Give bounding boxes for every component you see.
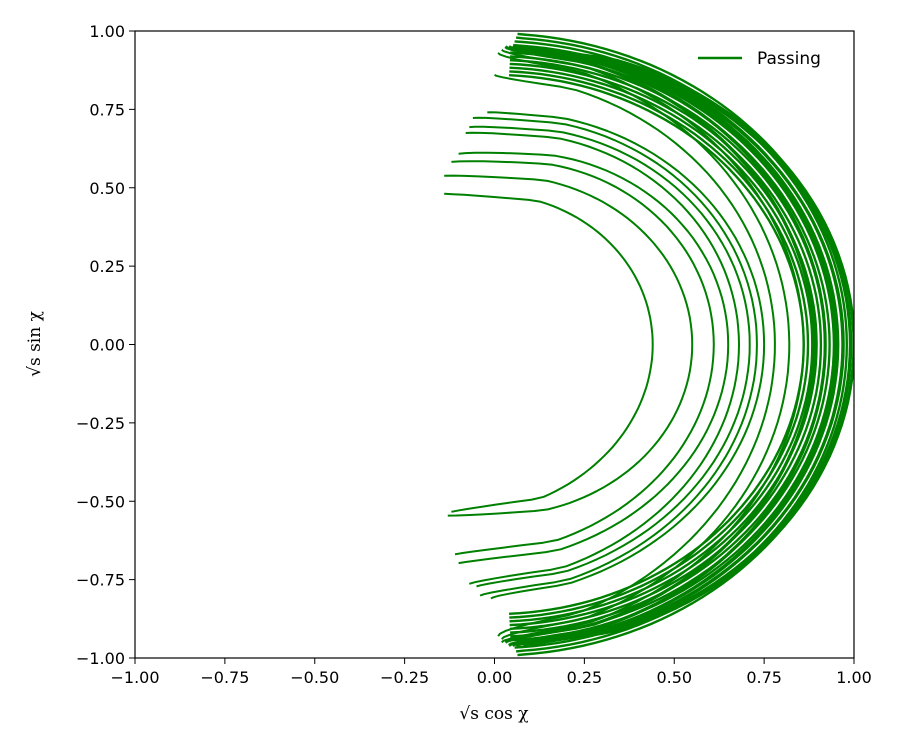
svg-text:Passing: Passing	[757, 49, 821, 69]
series-passing-outer-orbit	[509, 59, 823, 630]
y-tick-label: −0.25	[76, 414, 125, 433]
svg-text:√s sin χ: √s sin χ	[25, 311, 45, 377]
y-axis: −1.00 −0.75 −0.50 −0.25 0.00 0.25 0.50 0.75 1.00	[76, 22, 135, 668]
series-passing-outer-orbit	[509, 66, 814, 623]
y-tick-label: 0.75	[89, 100, 125, 119]
y-tick-label: 1.00	[89, 22, 125, 41]
legend-label-passing: Passing	[757, 49, 821, 69]
x-tick-label: −1.00	[110, 668, 159, 687]
x-tick-label: −0.75	[200, 668, 249, 687]
series-passing-outer-orbit	[509, 62, 818, 627]
series-passing-loop	[465, 131, 740, 585]
svg-text:√s cos χ: √s cos χ	[459, 704, 528, 724]
x-tick-label: −0.25	[380, 668, 429, 687]
series-passing-loop	[469, 125, 751, 588]
x-tick-label: 0.75	[746, 668, 782, 687]
series-passing-loop	[494, 73, 776, 637]
y-tick-label: 0.25	[89, 257, 125, 276]
y-tick-label: 0.50	[89, 179, 125, 198]
x-axis: −1.00 −0.75 −0.50 −0.25 0.00 0.25 0.50 0.75 1.00	[110, 658, 872, 687]
series-passing-loop	[487, 111, 766, 600]
x-tick-label: 0.25	[567, 668, 603, 687]
x-tick-label: 0.50	[656, 668, 692, 687]
y-tick-label: −0.50	[76, 492, 125, 511]
y-tick-label: −1.00	[76, 649, 125, 668]
x-tick-label: 1.00	[836, 668, 872, 687]
series-passing-outer-orbit	[513, 43, 840, 646]
series-passing-loop	[515, 45, 845, 647]
x-axis-label-text: √s cos χ	[459, 704, 528, 724]
series-passing-outer-orbit	[510, 55, 827, 634]
series-passing-loop	[458, 151, 730, 565]
y-axis-label: √s sin χ	[25, 311, 45, 377]
y-tick-label: −0.75	[76, 571, 125, 590]
series-passing-outer-orbit	[509, 74, 805, 615]
series-passing-outer-orbit	[517, 32, 853, 657]
series-passing-outer-orbit	[509, 70, 810, 619]
plot-area	[444, 32, 854, 657]
series-passing-loop	[451, 160, 715, 556]
x-tick-label: 0.00	[477, 668, 513, 687]
series-passing-outer-orbit	[511, 47, 836, 642]
y-axis-label-text: √s sin χ	[25, 311, 45, 377]
series-passing-loop	[472, 116, 758, 597]
y-tick-label: 0.00	[89, 336, 125, 355]
series-passing-loop	[504, 45, 817, 644]
series-passing-outer-orbit	[515, 36, 849, 653]
x-tick-label: −0.50	[290, 668, 339, 687]
series-passing-outer-orbit	[514, 40, 844, 649]
series-passing-loop	[444, 192, 654, 513]
series-passing-loop	[444, 174, 694, 517]
series-passing-outer-orbit	[510, 51, 831, 638]
x-axis-label: √s cos χ	[459, 704, 528, 724]
legend: Passing	[698, 49, 821, 69]
series-passing-loop	[497, 52, 791, 640]
